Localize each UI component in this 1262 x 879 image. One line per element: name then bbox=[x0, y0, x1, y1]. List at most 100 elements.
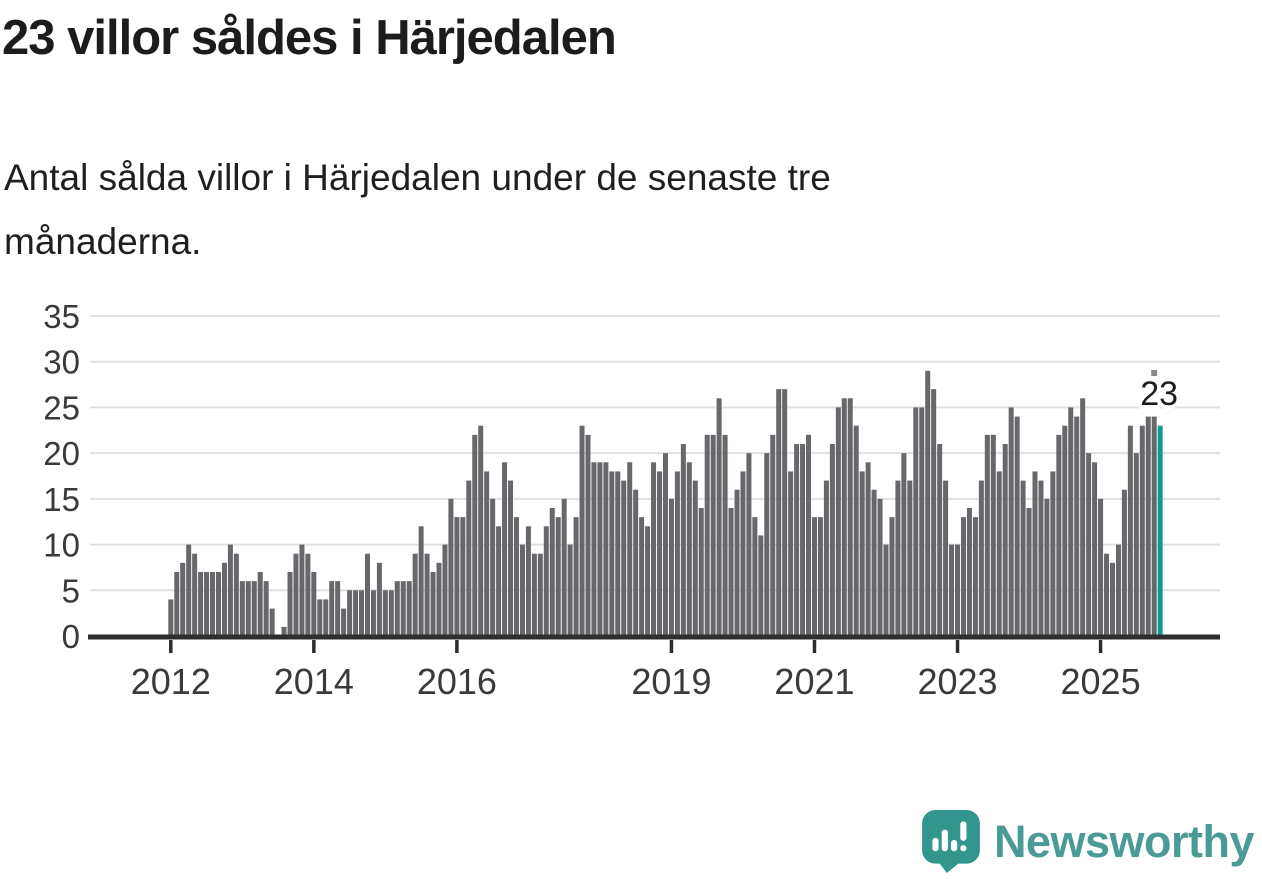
bar bbox=[525, 526, 531, 636]
bar bbox=[847, 398, 853, 636]
bar bbox=[692, 480, 698, 636]
bar bbox=[591, 462, 597, 636]
bar bbox=[341, 608, 347, 636]
bar bbox=[531, 553, 537, 636]
bar bbox=[567, 544, 573, 636]
y-axis-tick-label: 25 bbox=[43, 389, 80, 426]
y-axis-tick-label: 30 bbox=[43, 344, 80, 381]
bar bbox=[907, 480, 913, 636]
bar bbox=[764, 453, 770, 636]
bar bbox=[651, 462, 657, 636]
bar bbox=[895, 480, 901, 636]
bar bbox=[549, 508, 555, 636]
bar bbox=[299, 544, 305, 636]
bar bbox=[1109, 562, 1115, 636]
bar bbox=[955, 544, 961, 636]
bar bbox=[484, 471, 490, 636]
bar bbox=[1074, 416, 1080, 636]
bar bbox=[829, 444, 835, 636]
bar bbox=[597, 462, 603, 636]
bar bbox=[740, 471, 746, 636]
bar bbox=[1104, 553, 1110, 636]
bar bbox=[680, 444, 686, 636]
bar bbox=[382, 590, 388, 636]
x-axis-tick-label: 2021 bbox=[774, 661, 854, 702]
bar bbox=[657, 471, 663, 636]
bar bbox=[579, 425, 585, 636]
bar bbox=[645, 526, 651, 636]
bar bbox=[937, 444, 943, 636]
bar bbox=[776, 389, 782, 636]
bar bbox=[448, 498, 454, 636]
page-title: 23 villor såldes i Härjedalen bbox=[2, 11, 617, 65]
y-axis-tick-label: 35 bbox=[43, 298, 80, 335]
bar bbox=[251, 581, 257, 636]
bar bbox=[353, 590, 359, 636]
bar bbox=[287, 572, 293, 636]
bar bbox=[1068, 407, 1074, 636]
bar bbox=[817, 517, 823, 636]
bar bbox=[883, 544, 889, 636]
bar bbox=[204, 572, 210, 636]
x-axis-tick-label: 2016 bbox=[417, 661, 497, 702]
bar bbox=[668, 498, 674, 636]
bar bbox=[841, 398, 847, 636]
y-axis-tick-label: 5 bbox=[62, 572, 80, 609]
bar bbox=[859, 471, 865, 636]
highlighted-bar bbox=[1157, 425, 1163, 636]
bar bbox=[704, 434, 710, 636]
bar bbox=[370, 590, 376, 636]
bar bbox=[406, 581, 412, 636]
bar bbox=[752, 517, 758, 636]
bar bbox=[931, 389, 937, 636]
bar bbox=[770, 434, 776, 636]
bar bbox=[221, 562, 227, 636]
bar bbox=[210, 572, 216, 636]
bar bbox=[233, 553, 239, 636]
bar bbox=[180, 562, 186, 636]
bar bbox=[823, 480, 829, 636]
bar bbox=[466, 480, 472, 636]
bar bbox=[746, 453, 752, 636]
bar bbox=[513, 517, 519, 636]
bar bbox=[269, 608, 275, 636]
bar bbox=[1026, 508, 1032, 636]
bar bbox=[168, 599, 174, 636]
bar bbox=[400, 581, 406, 636]
bar bbox=[1139, 425, 1145, 636]
bar bbox=[710, 434, 716, 636]
bar bbox=[996, 471, 1002, 636]
bar bbox=[424, 553, 430, 636]
bar bbox=[472, 434, 478, 636]
bar bbox=[1080, 398, 1086, 636]
bar bbox=[263, 581, 269, 636]
bar bbox=[919, 407, 925, 636]
bar bbox=[585, 434, 591, 636]
bar bbox=[978, 480, 984, 636]
bar bbox=[984, 434, 990, 636]
bar bbox=[734, 489, 740, 636]
bar bbox=[674, 471, 680, 636]
bar bbox=[639, 517, 645, 636]
bar bbox=[698, 508, 704, 636]
bar bbox=[502, 462, 508, 636]
bar bbox=[728, 508, 734, 636]
bar bbox=[323, 599, 329, 636]
bar bbox=[537, 553, 543, 636]
bar bbox=[1002, 444, 1008, 636]
bar bbox=[436, 562, 442, 636]
bar bbox=[794, 444, 800, 636]
bar bbox=[1133, 453, 1139, 636]
annotation-leader-dash bbox=[1151, 370, 1158, 376]
bar bbox=[347, 590, 353, 636]
bar bbox=[478, 425, 484, 636]
bar bbox=[329, 581, 335, 636]
bar bbox=[281, 626, 287, 636]
bar bbox=[972, 517, 978, 636]
bar bbox=[1050, 471, 1056, 636]
bar bbox=[913, 407, 919, 636]
bar bbox=[412, 553, 418, 636]
bar bbox=[1014, 416, 1020, 636]
bar bbox=[1056, 434, 1062, 636]
bar bbox=[555, 517, 561, 636]
